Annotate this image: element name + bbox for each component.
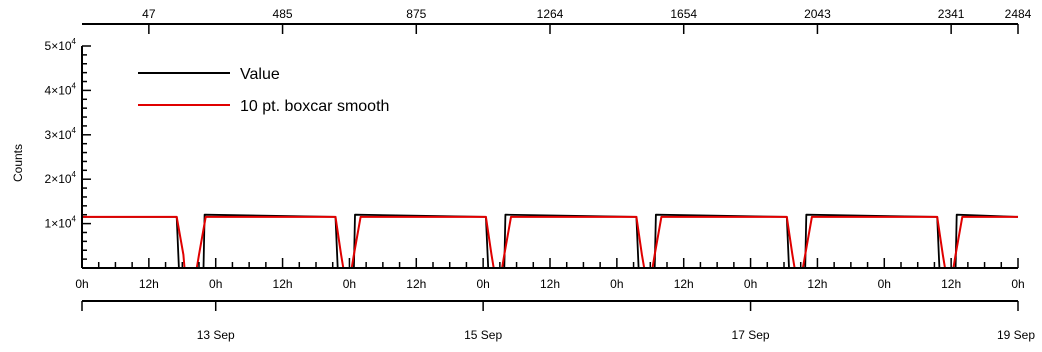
x-tick-label: 0h	[744, 277, 757, 291]
x-tick-label: 12h	[540, 277, 560, 291]
top-tick-label: 875	[406, 7, 426, 21]
axis-layer: 1×104 2×104 3×104 4×104 5×104 0h 12h 0h 12h 0h 12h…	[45, 7, 1036, 342]
y-tick-label: 5×104	[45, 37, 77, 53]
legend-label: 10 pt. boxcar smooth	[240, 98, 389, 115]
date-tick-label: 13 Sep	[197, 328, 235, 342]
series-layer	[82, 213, 1019, 269]
date-tick-label: 19 Sep	[997, 328, 1035, 342]
date-tick-label: 15 Sep	[464, 328, 502, 342]
top-tick-label: 1654	[670, 7, 697, 21]
x-tick-label: 12h	[674, 277, 694, 291]
y-tick-label: 1×104	[45, 215, 77, 231]
x-tick-label: 12h	[273, 277, 293, 291]
x-tick-label: 0h	[209, 277, 222, 291]
y-axis-label: Counts	[11, 144, 25, 182]
x-tick-label: 12h	[406, 277, 426, 291]
x-tick-label: 0h	[878, 277, 891, 291]
x-tick-label: 12h	[139, 277, 159, 291]
legend-label: Value	[240, 66, 280, 83]
y-tick-label: 2×104	[45, 170, 77, 186]
x-tick-label: 12h	[941, 277, 961, 291]
top-tick-label: 2341	[938, 7, 965, 21]
top-tick-label: 1264	[537, 7, 564, 21]
x-tick-label: 0h	[610, 277, 623, 291]
x-tick-label: 0h	[75, 277, 88, 291]
y-tick-label: 4×104	[45, 81, 77, 97]
legend: Value 10 pt. boxcar smooth	[138, 66, 389, 115]
top-tick-label: 2043	[804, 7, 831, 21]
top-tick-label: 2484	[1005, 7, 1032, 21]
date-tick-label: 17 Sep	[732, 328, 770, 342]
x-tick-label: 12h	[807, 277, 827, 291]
y-tick-label: 3×104	[45, 126, 77, 142]
series-smooth-line	[82, 215, 1018, 269]
x-tick-label: 0h	[1011, 277, 1024, 291]
top-tick-label: 47	[142, 7, 156, 21]
top-tick-label: 485	[273, 7, 293, 21]
x-tick-label: 0h	[343, 277, 356, 291]
x-tick-label: 0h	[476, 277, 489, 291]
